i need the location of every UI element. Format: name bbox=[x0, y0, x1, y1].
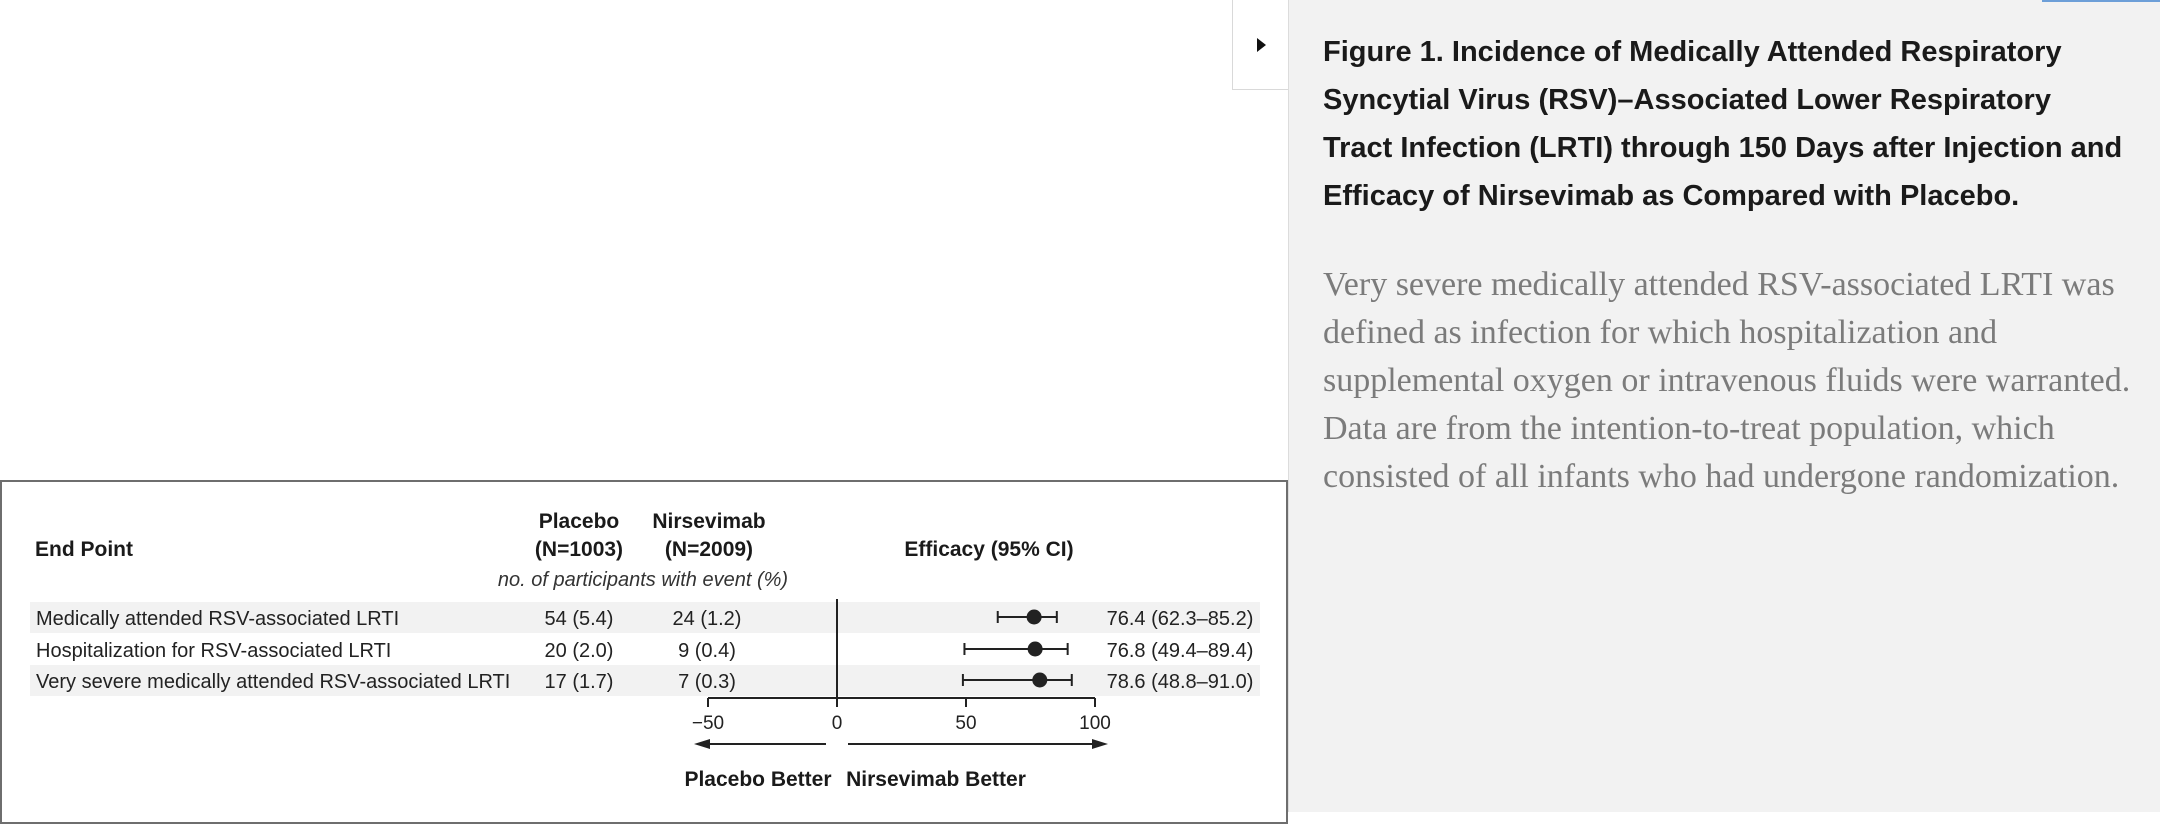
x-tick-label: 50 bbox=[955, 713, 976, 734]
x-tick-label: 100 bbox=[1079, 713, 1111, 734]
figure-viewer: End Point Placebo (N=1003) Nirsevimab (N… bbox=[0, 0, 1288, 824]
forest-plot-svg: End Point Placebo (N=1003) Nirsevimab (N… bbox=[30, 510, 1260, 791]
placebo-value: 20 (2.0) bbox=[545, 640, 614, 662]
efficacy-value: 78.6 (48.8–91.0) bbox=[1107, 671, 1254, 693]
endpoint-label: Hospitalization for RSV-associated LRTI bbox=[36, 640, 391, 662]
estimate-marks bbox=[961, 609, 1073, 688]
placebo-value: 54 (5.4) bbox=[545, 608, 614, 630]
x-tick-label: 0 bbox=[832, 713, 843, 734]
collapse-caption-button[interactable] bbox=[1232, 0, 1288, 90]
point-estimate bbox=[1032, 672, 1048, 688]
nirsevimab-value: 24 (1.2) bbox=[673, 608, 742, 630]
efficacy-value: 76.8 (49.4–89.4) bbox=[1107, 640, 1254, 662]
endpoint-label: Very severe medically attended RSV-assoc… bbox=[36, 671, 510, 693]
x-tick-label: −50 bbox=[692, 713, 724, 734]
header-placebo: Placebo bbox=[539, 510, 620, 533]
nirsevimab-value: 9 (0.4) bbox=[678, 640, 736, 662]
header-nirsevimab-n: (N=2009) bbox=[665, 538, 753, 561]
forest-plot-figure: End Point Placebo (N=1003) Nirsevimab (N… bbox=[0, 480, 1288, 824]
header-efficacy: Efficacy (95% CI) bbox=[904, 538, 1073, 561]
nirsevimab-value: 7 (0.3) bbox=[678, 671, 736, 693]
chevron-right-icon bbox=[1256, 37, 1266, 52]
placebo-value: 17 (1.7) bbox=[545, 671, 614, 693]
endpoint-label: Medically attended RSV-associated LRTI bbox=[36, 608, 399, 630]
figure-caption-title: Figure 1. Incidence of Medically Attende… bbox=[1323, 36, 2123, 212]
right-arrowhead-icon bbox=[1092, 739, 1108, 749]
figure-caption-body: Very severe medically attended RSV-assoc… bbox=[1323, 266, 2131, 495]
caption-panel: Figure 1. Incidence of Medically Attende… bbox=[1288, 0, 2160, 812]
point-estimate bbox=[1027, 641, 1043, 657]
label-placebo-better: Placebo Better bbox=[684, 768, 831, 791]
header-placebo-n: (N=1003) bbox=[535, 538, 623, 561]
point-estimate bbox=[1026, 609, 1042, 625]
subheader-events: no. of participants with event (%) bbox=[498, 569, 788, 591]
header-end-point: End Point bbox=[35, 538, 133, 561]
top-accent-bar bbox=[2042, 0, 2160, 2]
efficacy-value: 76.4 (62.3–85.2) bbox=[1107, 608, 1254, 630]
label-nirsevimab-better: Nirsevimab Better bbox=[846, 768, 1026, 791]
header-nirsevimab: Nirsevimab bbox=[652, 510, 765, 533]
left-arrowhead-icon bbox=[694, 739, 710, 749]
x-axis-ticks: −50 0 50 100 bbox=[692, 698, 1111, 734]
